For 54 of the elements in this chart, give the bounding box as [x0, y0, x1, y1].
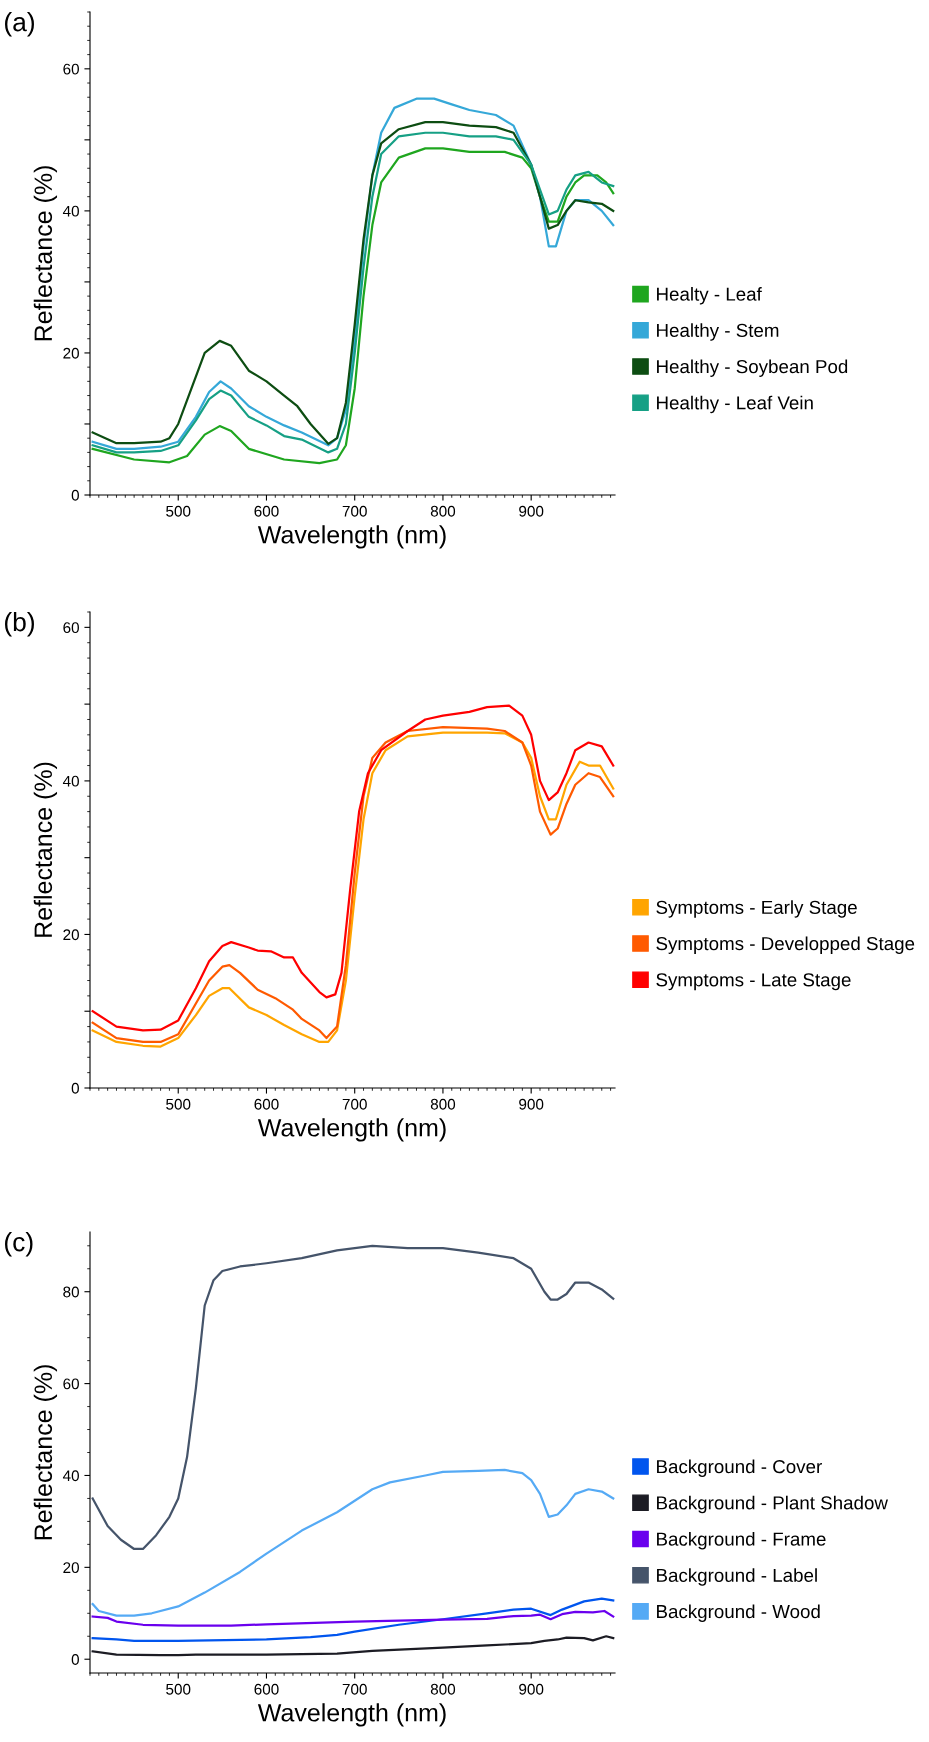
legend-label: Healthy - Soybean Pod — [657, 359, 848, 377]
y-tick-label: 0 — [71, 1082, 79, 1094]
chart-title: (c) — [5, 1232, 33, 1257]
legend-label: Symptoms - Developped Stage — [656, 936, 915, 954]
y-tick-label: 60 — [63, 622, 79, 634]
y-tick-label: 40 — [62, 1470, 79, 1482]
x-tick-label: 700 — [342, 505, 367, 517]
y-tick-label: 0 — [71, 1654, 79, 1665]
line-series — [91, 1244, 615, 1551]
x-tick-label: 500 — [166, 1683, 191, 1695]
legend-label: Healty - Leaf — [657, 287, 762, 305]
y-tick-label: 20 — [63, 929, 79, 941]
y-axis-title: Reflectance (%) — [33, 762, 58, 937]
y-tick-label: 80 — [63, 1286, 79, 1298]
x-tick-label: 500 — [166, 505, 191, 517]
x-tick-label: 900 — [519, 1683, 544, 1695]
legend-label: Healthy - Leaf Vein — [657, 395, 813, 414]
legend-label: Background - Frame — [657, 1531, 826, 1550]
y-tick-label: 60 — [63, 1378, 79, 1390]
chart-title: (a) — [5, 12, 34, 37]
y-tick-label: 40 — [62, 775, 79, 787]
x-tick-label: 700 — [342, 1098, 367, 1110]
x-tick-label: 900 — [519, 1098, 544, 1110]
x-axis-title: Wavelength (nm) — [257, 1118, 446, 1142]
line-series — [91, 1597, 615, 1642]
y-tick-label: 0 — [71, 489, 79, 501]
x-axis-title: Wavelength (nm) — [257, 1703, 446, 1727]
x-tick-label: 800 — [430, 505, 456, 517]
y-axis-title: Reflectance (%) — [33, 1365, 58, 1540]
y-tick-label: 20 — [63, 347, 79, 359]
line-series — [91, 1468, 615, 1617]
legend-label: Symptoms - Early Stage — [656, 900, 857, 918]
x-tick-label: 600 — [254, 1098, 279, 1110]
legend-label: Background - Cover — [657, 1459, 822, 1477]
x-tick-label: 800 — [430, 1098, 456, 1110]
legend-label: Healthy - Stem — [657, 323, 779, 341]
y-tick-label: 60 — [63, 63, 79, 75]
line-series — [91, 1635, 615, 1657]
y-tick-label: 20 — [63, 1562, 79, 1574]
legend-label: Symptoms - Late Stage — [656, 973, 851, 991]
x-tick-label: 600 — [254, 505, 279, 517]
x-tick-label: 900 — [519, 505, 544, 517]
x-tick-label: 500 — [166, 1098, 191, 1110]
chart-title: (b) — [5, 612, 34, 637]
y-axis-title: Reflectance (%) — [33, 166, 58, 341]
x-tick-label: 600 — [254, 1683, 279, 1695]
legend-label: Background - Wood — [657, 1604, 820, 1622]
x-tick-label: 700 — [342, 1683, 367, 1695]
x-axis-title: Wavelength (nm) — [257, 525, 446, 549]
x-tick-label: 800 — [430, 1683, 456, 1695]
legend-label: Background - Plant Shadow — [657, 1495, 888, 1514]
legend-label: Background - Label — [657, 1568, 817, 1586]
line-series — [91, 1609, 615, 1627]
y-tick-label: 40 — [62, 205, 79, 217]
